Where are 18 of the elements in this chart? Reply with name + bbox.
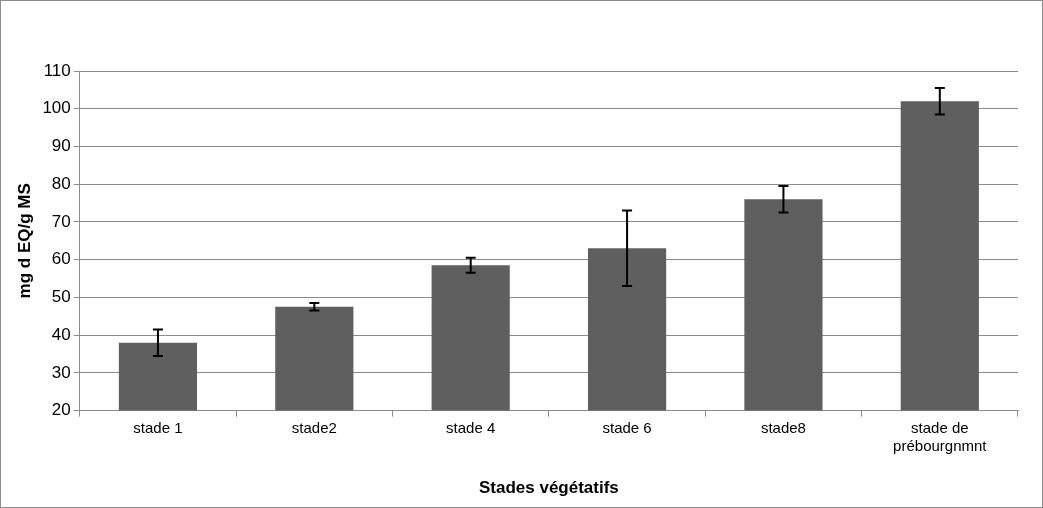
x-axis-title: Stades végétatifs (478, 478, 619, 498)
x-tick-label: stade 4 (446, 418, 496, 436)
y-tick-label: 100 (42, 98, 71, 118)
y-tick-label: 40 (51, 324, 71, 344)
x-tick-label: stade2 (291, 418, 337, 436)
x-tick-label: stade 1 (133, 418, 183, 436)
x-tick-label: stade de prébourgnmnt (893, 418, 988, 454)
x-tick-label: stade 6 (602, 418, 652, 436)
y-tick-label: 90 (51, 136, 71, 156)
y-tick-label: 70 (51, 211, 71, 231)
y-tick-label: 20 (51, 400, 71, 420)
y-tick-label: 30 (51, 362, 71, 382)
y-tick-label: 50 (51, 287, 71, 307)
y-tick-label: 80 (51, 173, 71, 193)
y-axis-title: mg d EQ/g MS (14, 183, 34, 299)
x-tick-label: stade8 (760, 418, 806, 436)
y-tick-label: 60 (51, 249, 71, 269)
y-tick-label: 110 (43, 60, 71, 80)
